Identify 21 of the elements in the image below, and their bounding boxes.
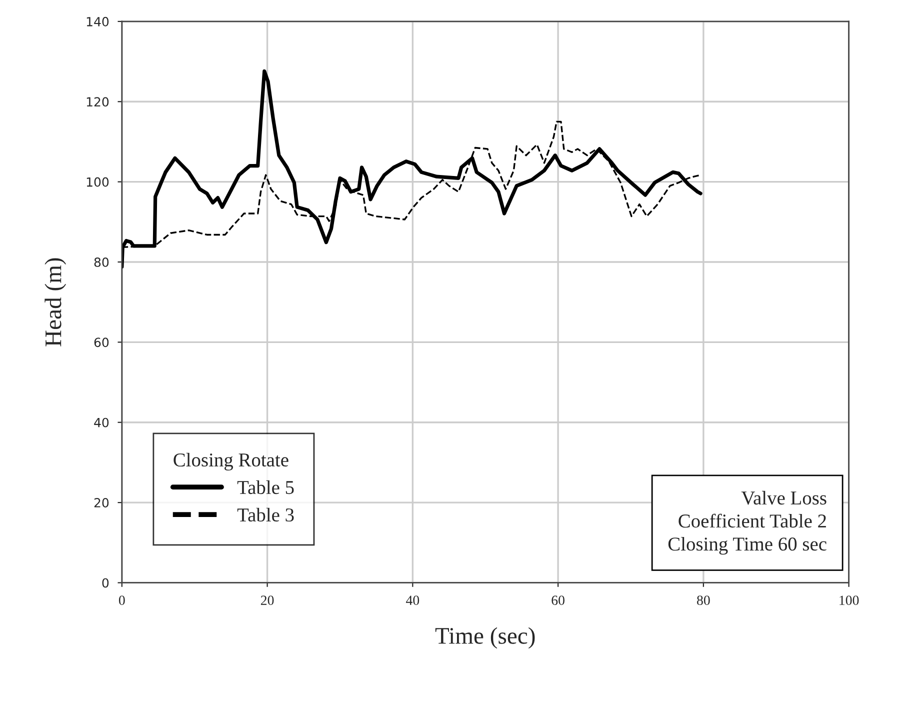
- legend-label: Table 5: [237, 480, 294, 494]
- x-tick-label: 40: [406, 596, 420, 605]
- x-tick-label: 0: [118, 596, 125, 605]
- y-tick-label: 80: [94, 257, 109, 267]
- x-axis-title: Time (sec): [435, 627, 535, 649]
- y-tick-label: 40: [94, 418, 109, 428]
- y-tick-label: 120: [86, 97, 109, 107]
- y-tick-label: 0: [102, 578, 109, 588]
- y-tick-label: 100: [86, 177, 109, 187]
- y-tick-label: 60: [94, 338, 109, 348]
- x-tick-label: 60: [552, 596, 564, 605]
- legend-title: Closing Rotate: [174, 452, 288, 471]
- line-series: [122, 69, 702, 269]
- x-tick-label: 80: [697, 596, 710, 605]
- y-axis-title: Head (m): [44, 258, 66, 346]
- legend-label: Table 3: [237, 508, 294, 522]
- y-tick-label: 140: [86, 16, 109, 26]
- annotation: Valve Loss Coefficient Table 2 Closing Time 60 sec: [668, 490, 826, 555]
- x-tick-label: 20: [260, 596, 274, 605]
- y-tick-label: 20: [94, 498, 109, 508]
- x-tick-label: 100: [840, 596, 859, 605]
